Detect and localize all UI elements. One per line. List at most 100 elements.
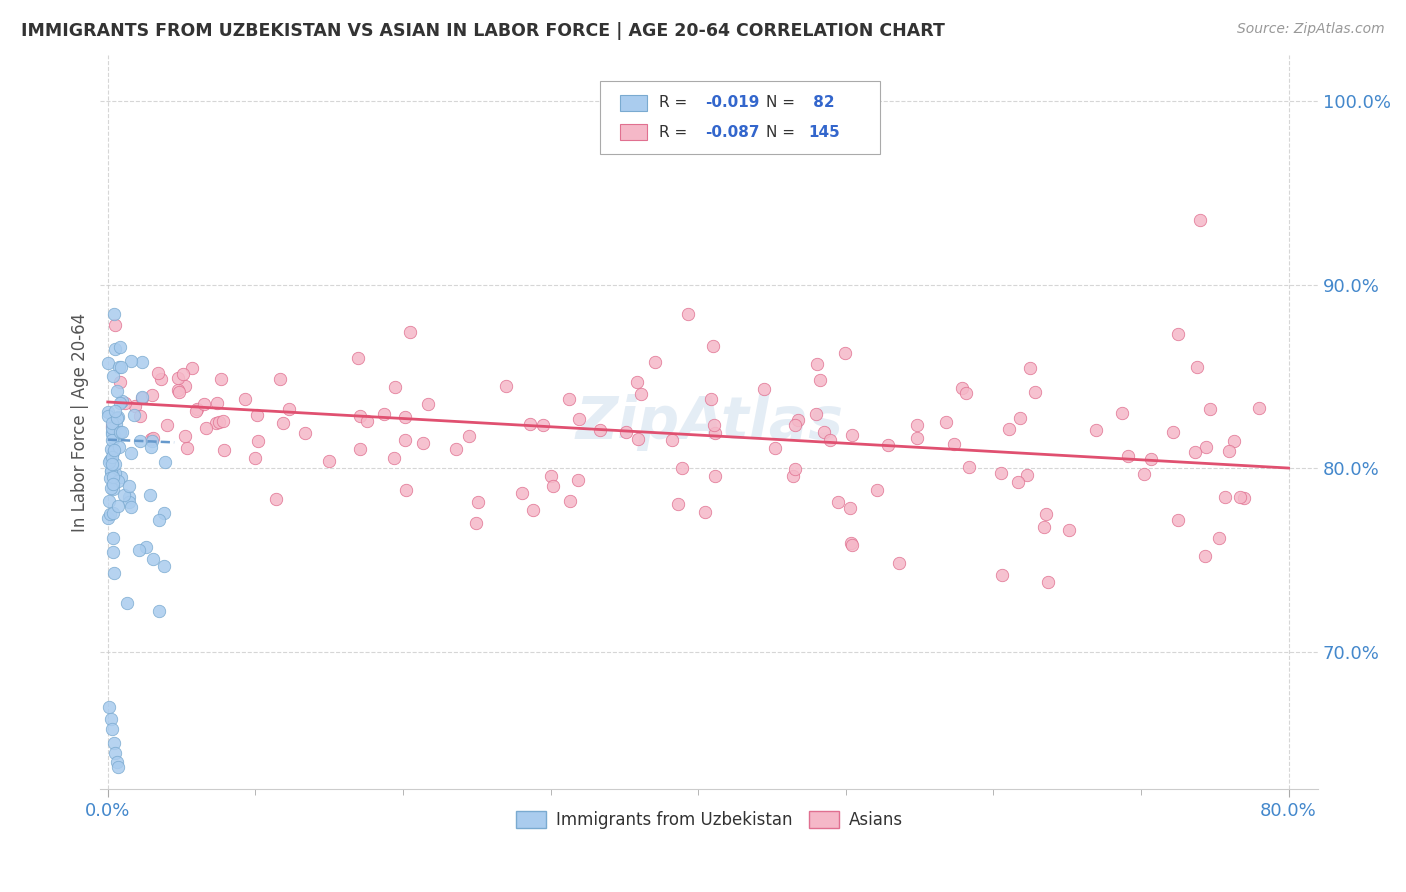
Point <box>630 387 652 401</box>
Point <box>950 381 973 395</box>
Point <box>186 401 208 416</box>
Point <box>243 451 266 466</box>
Point <box>100 465 122 479</box>
Point <box>269 371 291 385</box>
Text: -0.087: -0.087 <box>706 125 761 140</box>
Point <box>1167 327 1189 342</box>
Point <box>373 407 395 421</box>
Point <box>153 507 176 521</box>
Point <box>103 431 125 445</box>
Point <box>644 354 666 368</box>
Point <box>156 417 179 432</box>
Point <box>1215 491 1237 505</box>
Point <box>211 415 233 429</box>
Point <box>118 479 141 493</box>
Point <box>1084 423 1107 437</box>
Point <box>101 506 124 520</box>
Point <box>101 426 124 441</box>
Point <box>839 536 862 550</box>
Point <box>129 409 152 423</box>
Text: 145: 145 <box>808 125 839 140</box>
Point <box>1132 467 1154 481</box>
Point <box>626 375 648 389</box>
Point <box>558 494 581 508</box>
Point <box>141 432 163 446</box>
Point <box>700 392 723 406</box>
Point <box>105 384 128 398</box>
Point <box>806 408 828 422</box>
Point <box>108 396 131 410</box>
Point <box>990 466 1012 480</box>
Point <box>98 471 121 485</box>
Point <box>120 500 142 514</box>
Point <box>702 338 724 352</box>
Point <box>1140 451 1163 466</box>
Point <box>105 755 128 769</box>
Y-axis label: In Labor Force | Age 20-64: In Labor Force | Age 20-64 <box>72 312 89 532</box>
Point <box>1035 507 1057 521</box>
Point <box>167 385 190 400</box>
Point <box>103 482 125 496</box>
Point <box>103 566 125 580</box>
Point <box>104 417 127 431</box>
Point <box>666 498 689 512</box>
Point <box>173 379 195 393</box>
Point <box>1247 401 1270 416</box>
Point <box>98 493 121 508</box>
Point <box>318 454 340 468</box>
Point <box>704 469 727 483</box>
Point <box>100 420 122 434</box>
Point <box>1036 574 1059 589</box>
Point <box>135 540 157 554</box>
Point <box>703 417 725 432</box>
Point <box>1007 475 1029 490</box>
Point <box>887 557 910 571</box>
Point <box>1208 531 1230 545</box>
Point <box>205 395 228 409</box>
Point <box>464 516 486 530</box>
Point <box>703 425 725 440</box>
Point <box>150 372 173 386</box>
Point <box>876 437 898 451</box>
Point <box>1223 434 1246 448</box>
Point <box>128 543 150 558</box>
Point <box>382 450 405 465</box>
Point <box>818 433 841 447</box>
Point <box>763 442 786 456</box>
Point <box>101 425 124 440</box>
Text: Source: ZipAtlas.com: Source: ZipAtlas.com <box>1237 22 1385 37</box>
Point <box>955 386 977 401</box>
Point <box>1199 401 1222 416</box>
Point <box>111 425 134 439</box>
Point <box>1218 444 1240 458</box>
Point <box>105 411 128 425</box>
Point <box>399 325 422 339</box>
Legend: Immigrants from Uzbekistan, Asians: Immigrants from Uzbekistan, Asians <box>509 805 910 836</box>
Point <box>1111 406 1133 420</box>
Point <box>120 445 142 459</box>
Point <box>907 431 929 445</box>
Point <box>567 473 589 487</box>
Point <box>394 483 416 497</box>
Point <box>97 511 120 525</box>
FancyBboxPatch shape <box>599 81 880 154</box>
Point <box>112 488 135 502</box>
Point <box>108 425 131 440</box>
Point <box>495 378 517 392</box>
Point <box>1024 384 1046 399</box>
Point <box>786 413 808 427</box>
Point <box>101 418 124 433</box>
Point <box>1167 513 1189 527</box>
Point <box>935 415 957 429</box>
Point <box>118 495 141 509</box>
Point <box>418 397 440 411</box>
Point <box>1057 523 1080 537</box>
Point <box>103 307 125 321</box>
Point <box>139 440 162 454</box>
Text: N =: N = <box>766 125 800 140</box>
Point <box>97 356 120 370</box>
Point <box>148 513 170 527</box>
Point <box>131 391 153 405</box>
Point <box>1185 359 1208 374</box>
Point <box>104 746 127 760</box>
